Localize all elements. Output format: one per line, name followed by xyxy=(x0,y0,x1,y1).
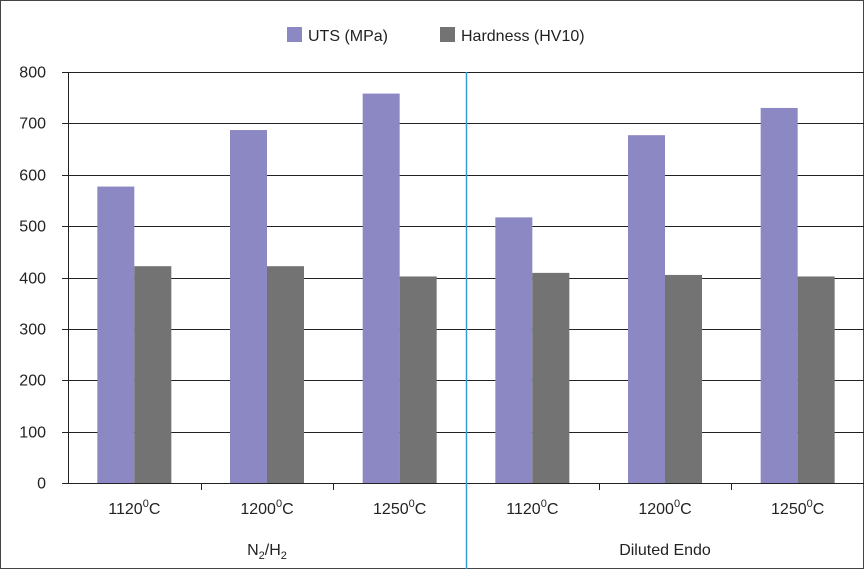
y-tick-label: 700 xyxy=(19,116,46,133)
bar-uts-4 xyxy=(628,135,665,483)
bar-uts-1 xyxy=(230,130,267,483)
legend-label-0: UTS (MPa) xyxy=(308,28,388,45)
legend-swatch-1 xyxy=(440,27,455,42)
bar-hardness-3 xyxy=(532,272,570,483)
group-label-1: Diluted Endo xyxy=(619,542,711,559)
y-tick-label: 800 xyxy=(19,65,46,82)
bar-hardness-1 xyxy=(267,266,304,483)
x-tick-label: 12000C xyxy=(240,498,293,518)
y-tick-label: 600 xyxy=(19,168,46,185)
bar-uts-5 xyxy=(760,107,798,484)
bar-hardness-2 xyxy=(399,276,437,483)
bar-uts-3 xyxy=(495,217,533,484)
y-tick-label: 100 xyxy=(19,425,46,442)
x-tick-label: 12500C xyxy=(373,498,426,518)
x-tick-label: 12500C xyxy=(771,498,824,518)
y-tick-label: 400 xyxy=(19,271,46,288)
y-tick-label: 0 xyxy=(37,476,46,493)
y-tick-label: 300 xyxy=(19,322,46,339)
legend-label-1: Hardness (HV10) xyxy=(461,28,585,45)
group-label-0: N2/H2 xyxy=(247,542,287,562)
y-tick-label: 500 xyxy=(19,219,46,236)
x-tick-label: 11200C xyxy=(108,498,160,518)
x-tick-label: 11200C xyxy=(506,498,558,518)
legend-swatch-0 xyxy=(287,27,302,42)
y-tick-label: 200 xyxy=(19,373,46,390)
bar-hardness-0 xyxy=(134,266,172,483)
x-tick-label: 12000C xyxy=(638,498,691,518)
bar-hardness-4 xyxy=(665,274,702,483)
bar-uts-2 xyxy=(362,93,400,483)
bar-uts-0 xyxy=(97,186,135,483)
bar-hardness-5 xyxy=(797,276,835,483)
